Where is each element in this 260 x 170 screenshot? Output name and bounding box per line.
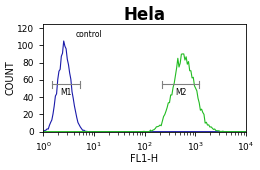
Text: control: control [76,30,103,39]
Y-axis label: COUNT: COUNT [5,60,16,95]
Text: M1: M1 [60,88,72,97]
Text: M2: M2 [175,88,186,97]
Title: Hela: Hela [124,6,166,24]
X-axis label: FL1-H: FL1-H [131,154,159,164]
